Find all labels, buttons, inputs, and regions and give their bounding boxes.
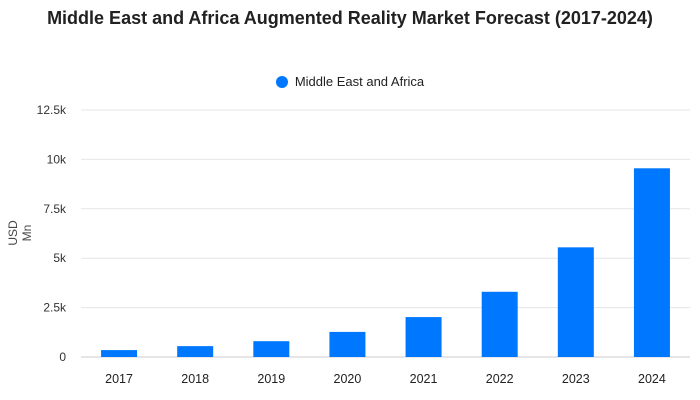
gridlines — [81, 109, 690, 358]
bar-2019[interactable] — [253, 341, 290, 357]
y-tick-label: 2.5k — [43, 301, 67, 315]
bars — [101, 168, 670, 357]
bar-2023[interactable] — [557, 247, 594, 357]
bar-2018[interactable] — [177, 346, 214, 357]
y-tick-label: 10k — [47, 152, 67, 166]
x-tick-label: 2019 — [257, 372, 285, 386]
bar-2020[interactable] — [329, 331, 366, 357]
legend[interactable]: Middle East and Africa — [0, 74, 700, 89]
bar-2024[interactable] — [633, 168, 670, 357]
chart-title: Middle East and Africa Augmented Reality… — [47, 8, 653, 28]
y-tick-label: 12.5k — [37, 103, 67, 117]
y-tick-label: 0 — [59, 350, 66, 364]
x-tick-label: 2020 — [334, 372, 362, 386]
bar-2022[interactable] — [481, 291, 518, 357]
y-axis-ticks: 0 2.5k 5k 7.5k 10k 12.5k — [37, 103, 67, 364]
x-tick-label: 2017 — [105, 372, 133, 386]
y-tick-label: 7.5k — [43, 202, 67, 216]
bar-2017[interactable] — [101, 350, 138, 357]
x-tick-label: 2021 — [410, 372, 438, 386]
x-axis-ticks: 2017 2018 2019 2020 2021 2022 2023 2024 — [105, 372, 666, 386]
y-tick-label: 5k — [53, 251, 67, 265]
legend-swatch — [275, 75, 288, 88]
legend-label: Middle East and Africa — [294, 74, 425, 89]
x-tick-label: 2022 — [486, 372, 514, 386]
x-tick-label: 2018 — [181, 372, 209, 386]
x-tick-label: 2023 — [562, 372, 590, 386]
x-tick-label: 2024 — [638, 372, 666, 386]
bar-2021[interactable] — [405, 317, 442, 357]
